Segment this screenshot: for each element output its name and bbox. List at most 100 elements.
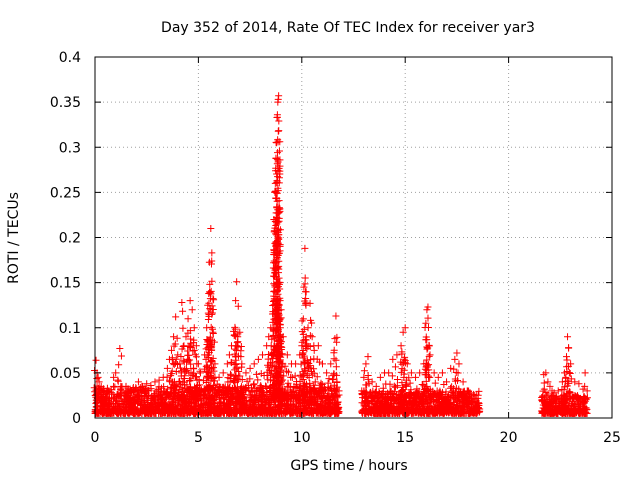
data-point [273,408,281,416]
data-point [314,342,322,350]
data-point [163,407,171,415]
data-point [459,378,467,386]
data-point [231,409,239,417]
data-point [129,406,137,414]
data-point [389,355,397,363]
data-point [310,346,318,354]
data-point [234,398,242,406]
data-point [328,387,336,395]
data-point [301,274,309,282]
x-tick-labels: 0 5 10 15 20 25 [91,430,621,446]
data-point [316,409,324,417]
data-point [240,402,248,410]
data-point [242,406,250,414]
data-point [207,323,215,331]
data-point [204,316,212,324]
data-point [391,363,399,371]
data-point [563,356,571,364]
data-point [134,407,142,415]
data-point [178,298,186,306]
data-point [184,315,192,323]
data-point [116,345,124,353]
data-point [306,332,314,340]
data-point [275,147,283,155]
data-point [296,408,304,416]
data-point [421,324,429,332]
y-axis-label: ROTI / TECUs [6,192,22,284]
data-point [158,409,166,417]
data-point [284,401,292,409]
data-point [393,375,401,383]
data-point [308,408,316,416]
data-point [317,402,325,410]
data-point [219,394,227,402]
data-point [385,369,393,377]
data-point [206,404,214,412]
data-point [364,353,372,361]
data-point [101,401,109,409]
data-point [364,371,372,379]
data-point [315,406,323,414]
data-point [237,343,245,350]
data-points [90,92,591,417]
data-point [306,379,314,387]
data-point [230,332,238,340]
data-point [196,369,204,377]
data-point [107,400,115,408]
data-point [223,360,231,368]
data-point [184,397,192,405]
data-point [116,409,124,417]
data-point [180,342,188,350]
data-point [393,351,401,359]
data-point [430,369,438,377]
y-tick-label: 0.05 [50,366,81,382]
data-point [453,349,461,357]
data-point [142,388,150,396]
y-tick-labels: 0 0.05 0.1 0.15 0.2 0.25 0.3 0.35 0.4 [50,50,81,427]
data-point [376,373,384,381]
data-point [332,312,340,320]
data-point [99,397,107,405]
data-point [188,306,196,314]
data-point [274,402,282,410]
y-tick-label: 0.25 [50,185,81,201]
data-point [308,333,316,341]
data-point [140,404,148,412]
y-tick-label: 0.1 [59,321,81,337]
x-tick-label: 5 [194,430,203,446]
data-point [455,360,463,368]
y-tick-label: 0.15 [50,276,81,292]
data-point [152,401,160,409]
data-point [565,344,573,352]
data-point [259,351,267,359]
data-point [92,356,100,364]
data-point [316,402,324,410]
x-tick-label: 0 [91,430,100,446]
data-point [207,401,215,409]
data-point [397,342,405,350]
data-point [249,381,257,389]
data-point [103,405,111,413]
data-point [275,117,283,125]
data-point [159,401,167,409]
data-point [185,351,193,359]
data-point [194,360,202,368]
data-point [92,403,100,411]
data-point [190,403,198,411]
data-point [108,403,116,411]
data-point [238,399,246,407]
data-point [225,408,233,416]
data-point [117,352,125,360]
data-point [275,92,283,100]
data-point [246,364,254,372]
data-point [304,399,312,407]
data-point [249,409,257,417]
data-point [248,402,256,410]
data-point [283,401,291,409]
data-point [215,399,223,407]
data-point [94,373,102,381]
data-point [289,409,297,417]
data-point [250,360,258,368]
data-point [426,351,434,359]
data-point [113,397,121,405]
